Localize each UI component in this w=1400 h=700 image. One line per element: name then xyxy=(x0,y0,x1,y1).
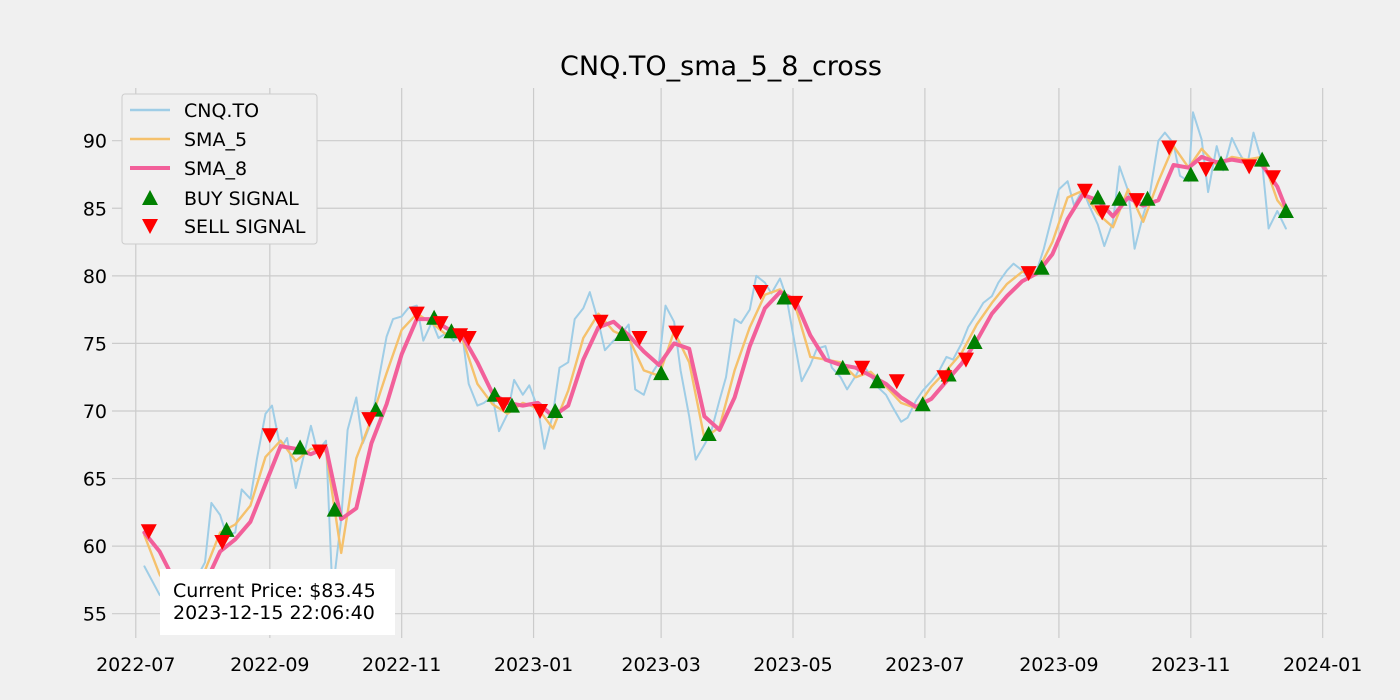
buy-signal-marker xyxy=(614,325,631,341)
sell-signal-marker xyxy=(1020,266,1037,282)
sell-signal-marker xyxy=(532,403,549,419)
price-annotation: Current Price: $83.45 2023-12-15 22:06:4… xyxy=(160,569,395,635)
current-price-text: Current Price: $83.45 xyxy=(173,580,376,602)
sell-signal-marker xyxy=(1076,183,1093,199)
buy-signal-marker xyxy=(869,373,886,389)
buy-signal-marker xyxy=(700,425,717,441)
buy-signal-marker xyxy=(1277,202,1294,218)
sell-signal-marker xyxy=(957,352,974,368)
buy-signal-marker xyxy=(914,396,931,412)
x-tick-label: 2024-01 xyxy=(1283,654,1362,676)
sell-signal-marker xyxy=(214,535,231,551)
sell-signal-marker xyxy=(752,285,769,301)
legend-sell-marker xyxy=(142,219,158,234)
sell-signal-marker xyxy=(408,306,425,322)
x-tick-label: 2023-11 xyxy=(1151,654,1230,676)
sell-signal-marker xyxy=(668,325,685,341)
sell-signal-marker xyxy=(936,370,953,386)
y-tick-label: 65 xyxy=(83,469,107,491)
sell-signal-marker xyxy=(1161,140,1178,156)
x-tick-label: 2022-09 xyxy=(230,654,309,676)
axis-ticks: 55 60 65 70 75 80 85 90 2022-07 2022-09 2022-11 202… xyxy=(83,131,1363,676)
buy-signal-marker xyxy=(1213,155,1230,171)
x-tick-label: 2022-11 xyxy=(362,654,441,676)
sell-signal-marker xyxy=(261,428,278,444)
sell-signal-marker xyxy=(1128,193,1145,209)
sell-signal-marker xyxy=(495,397,512,413)
sell-signal-marker xyxy=(1264,170,1281,186)
sell-signal-marker xyxy=(1197,162,1214,178)
legend-label-buy: BUY SIGNAL xyxy=(184,188,299,210)
buy-signal-marker xyxy=(1111,190,1128,206)
y-tick-label: 70 xyxy=(83,401,107,423)
sell-signal-marker xyxy=(854,360,871,376)
price-annotation-box xyxy=(160,569,395,635)
price-line xyxy=(143,111,1287,607)
sell-signal-marker xyxy=(140,524,157,540)
y-tick-label: 90 xyxy=(83,131,107,153)
x-tick-label: 2023-07 xyxy=(885,654,964,676)
buy-signal-marker xyxy=(834,359,851,375)
price-timestamp-text: 2023-12-15 22:06:40 xyxy=(173,602,375,624)
buy-signal-marker xyxy=(292,439,309,455)
y-tick-label: 85 xyxy=(83,198,107,220)
sell-signal-marker xyxy=(592,314,609,330)
buy-signal-marker xyxy=(1182,166,1199,182)
buy-signal-marker xyxy=(653,365,670,381)
legend-label-sell: SELL SIGNAL xyxy=(184,216,306,238)
legend-label-sma8: SMA_8 xyxy=(184,158,247,180)
x-tick-label: 2023-09 xyxy=(1019,654,1098,676)
sell-signal-marker xyxy=(787,295,804,311)
buy-signal-marker xyxy=(1033,259,1050,275)
sell-signal-marker xyxy=(460,331,477,346)
buy-signal-marker xyxy=(218,521,235,537)
buy-signal-marker xyxy=(1139,190,1156,206)
legend-label-cnq: CNQ.TO xyxy=(184,100,259,122)
buy-signal-marker xyxy=(1254,151,1271,167)
sell-signal-marker xyxy=(1094,205,1111,221)
legend-buy-marker xyxy=(142,190,158,205)
buy-signal-marker xyxy=(776,289,793,305)
sell-signal-marker xyxy=(888,374,905,390)
buy-signal-marker xyxy=(547,402,564,418)
signal-markers xyxy=(140,140,1294,551)
x-tick-label: 2022-07 xyxy=(96,654,175,676)
buy-signal-marker xyxy=(1089,189,1106,205)
y-tick-label: 75 xyxy=(83,333,107,355)
sell-signal-marker xyxy=(631,331,648,346)
legend: CNQ.TO SMA_5 SMA_8 BUY SIGNAL SELL SIGNA… xyxy=(121,93,318,245)
buy-signal-marker xyxy=(503,397,520,413)
y-tick-label: 55 xyxy=(83,604,107,626)
y-tick-label: 60 xyxy=(83,536,107,558)
legend-box xyxy=(121,93,318,245)
x-tick-label: 2023-03 xyxy=(621,654,700,676)
x-tick-label: 2023-05 xyxy=(753,654,832,676)
buy-signal-marker xyxy=(326,501,343,517)
y-tick-label: 80 xyxy=(83,266,107,288)
buy-signal-marker xyxy=(966,334,983,350)
sell-signal-marker xyxy=(361,412,378,428)
chart-title: CNQ.TO_sma_5_8_cross xyxy=(560,51,882,82)
sell-signal-marker xyxy=(1241,159,1258,175)
x-tick-label: 2023-01 xyxy=(494,654,573,676)
legend-label-sma5: SMA_5 xyxy=(184,129,247,151)
sell-signal-marker xyxy=(311,444,328,460)
sell-signal-marker xyxy=(432,316,449,332)
